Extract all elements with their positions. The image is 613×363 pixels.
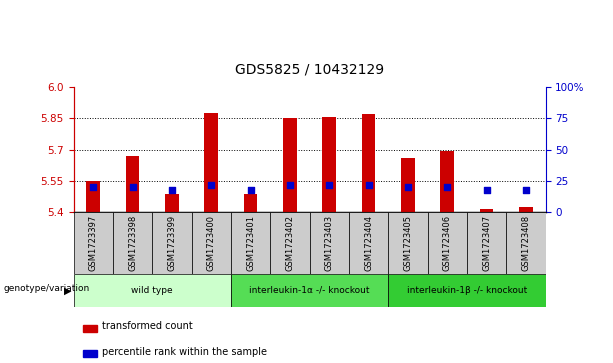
Bar <box>283 118 297 212</box>
Point <box>364 182 373 188</box>
Point <box>324 182 334 188</box>
Point <box>403 184 413 190</box>
Bar <box>165 193 179 212</box>
Point <box>443 184 452 190</box>
Bar <box>231 274 388 307</box>
Text: GSM1723400: GSM1723400 <box>207 215 216 271</box>
Text: ▶: ▶ <box>64 285 72 295</box>
Bar <box>310 212 349 274</box>
Point <box>246 187 256 193</box>
Bar <box>83 325 97 332</box>
Bar <box>74 274 231 307</box>
Bar <box>270 212 310 274</box>
Bar <box>231 212 270 274</box>
Bar <box>204 113 218 212</box>
Text: GSM1723397: GSM1723397 <box>89 215 97 271</box>
Point <box>482 187 492 193</box>
Text: transformed count: transformed count <box>102 321 192 331</box>
Text: GSM1723398: GSM1723398 <box>128 215 137 271</box>
Bar <box>74 212 113 274</box>
Text: interleukin-1α -/- knockout: interleukin-1α -/- knockout <box>249 286 370 295</box>
Bar <box>244 193 257 212</box>
Bar <box>506 212 546 274</box>
Text: GSM1723408: GSM1723408 <box>522 215 530 271</box>
Text: interleukin-1β -/- knockout: interleukin-1β -/- knockout <box>407 286 527 295</box>
Bar <box>519 207 533 212</box>
Text: wild type: wild type <box>131 286 173 295</box>
Bar <box>428 212 467 274</box>
Text: GSM1723406: GSM1723406 <box>443 215 452 271</box>
Point <box>285 182 295 188</box>
Bar <box>113 212 152 274</box>
Point <box>88 184 98 190</box>
Bar <box>83 350 97 357</box>
Point <box>167 187 177 193</box>
Text: GSM1723401: GSM1723401 <box>246 215 255 271</box>
Bar <box>152 212 192 274</box>
Bar <box>388 274 546 307</box>
Point <box>521 187 531 193</box>
Text: GSM1723407: GSM1723407 <box>482 215 491 271</box>
Bar <box>401 158 415 212</box>
Text: GSM1723399: GSM1723399 <box>167 215 177 271</box>
Point <box>207 182 216 188</box>
Bar <box>440 151 454 212</box>
Text: GSM1723403: GSM1723403 <box>325 215 333 271</box>
Text: GSM1723402: GSM1723402 <box>286 215 294 271</box>
Bar <box>126 156 139 212</box>
Text: GDS5825 / 10432129: GDS5825 / 10432129 <box>235 62 384 76</box>
Bar <box>388 212 428 274</box>
Text: GSM1723404: GSM1723404 <box>364 215 373 271</box>
Bar <box>191 212 231 274</box>
Bar <box>322 117 336 212</box>
Bar <box>349 212 388 274</box>
Point <box>128 184 137 190</box>
Text: GSM1723405: GSM1723405 <box>403 215 413 271</box>
Text: genotype/variation: genotype/variation <box>4 284 90 293</box>
Text: percentile rank within the sample: percentile rank within the sample <box>102 347 267 357</box>
Bar <box>362 114 375 212</box>
Bar <box>467 212 506 274</box>
Bar <box>86 181 100 212</box>
Bar <box>480 209 493 212</box>
